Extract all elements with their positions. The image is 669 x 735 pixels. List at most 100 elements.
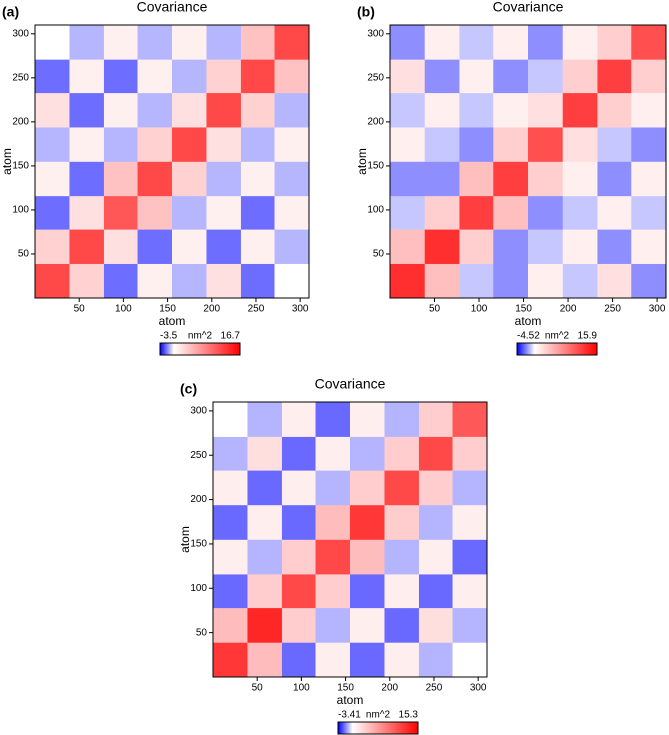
heat-cell <box>459 59 494 94</box>
heat-cell <box>631 92 667 128</box>
heat-cell <box>247 574 283 609</box>
heat-cell <box>103 92 138 128</box>
heat-cell <box>213 574 248 609</box>
heat-cell <box>452 436 488 471</box>
heat-cell <box>424 263 460 299</box>
heat-cell <box>274 25 310 60</box>
x-axis-label: atom <box>515 314 542 328</box>
x-tick-label: 50 <box>429 304 441 315</box>
heat-cell <box>562 92 598 128</box>
y-tick-label: 200 <box>367 117 384 128</box>
plot-frame <box>212 401 488 678</box>
x-tick-label: 150 <box>337 683 354 694</box>
panel-label: (b) <box>357 4 375 20</box>
heat-cell <box>247 642 283 678</box>
heat-cell <box>631 161 667 197</box>
heat-cell <box>240 195 275 230</box>
heat-cell <box>528 229 564 264</box>
heat-cell <box>459 229 494 264</box>
colorbar <box>516 342 598 356</box>
heat-cell <box>240 92 275 128</box>
y-tick-label: 250 <box>12 72 29 83</box>
x-tick-label: 50 <box>74 304 86 315</box>
heat-cell <box>172 161 207 197</box>
heat-cell <box>206 263 242 299</box>
heat-cell <box>528 195 564 230</box>
panel-title: Covariance <box>315 376 386 392</box>
heat-cell <box>247 402 283 437</box>
heat-cell <box>390 25 426 60</box>
heat-cell <box>493 263 529 299</box>
heat-cell <box>213 470 248 506</box>
colorbar-label: nm^2 <box>366 710 391 721</box>
heat-cell <box>274 263 310 299</box>
x-tick-label: 300 <box>649 304 666 315</box>
y-tick-label: 300 <box>12 28 29 39</box>
heat-cell <box>240 263 275 299</box>
x-tick-label: 200 <box>381 683 398 694</box>
x-axis-label: atom <box>337 693 364 707</box>
heat-cell <box>206 59 242 94</box>
heat-cell <box>350 642 385 678</box>
heat-cell <box>69 25 105 60</box>
y-tick-label: 100 <box>367 205 384 216</box>
heat-cell <box>69 92 105 128</box>
heat-cell <box>597 59 632 94</box>
heat-cell <box>528 263 564 299</box>
heat-cell <box>390 263 426 299</box>
y-tick-label: 50 <box>196 627 208 638</box>
y-tick-label: 150 <box>190 539 207 550</box>
heat-cell <box>424 195 460 230</box>
heat-cell <box>390 127 426 162</box>
heat-cell <box>281 402 316 437</box>
heat-cell <box>424 25 460 60</box>
heat-cell <box>597 161 632 197</box>
heat-cell <box>493 229 529 264</box>
x-tick-label: 100 <box>115 304 132 315</box>
heat-cell <box>528 25 564 60</box>
heat-cell <box>562 161 598 197</box>
heat-cell <box>631 229 667 264</box>
heat-cell <box>493 161 529 197</box>
heat-cell <box>424 161 460 197</box>
heat-cell <box>384 504 420 540</box>
heat-cell <box>213 504 248 540</box>
heat-cell <box>172 127 207 162</box>
heat-cell <box>274 229 310 264</box>
heat-cell <box>459 263 494 299</box>
heat-cell <box>206 161 242 197</box>
colorbar-min-label: -3.5 <box>160 331 178 342</box>
heat-cell <box>35 229 70 264</box>
heat-cell <box>452 402 488 437</box>
heat-cell <box>240 25 275 60</box>
heat-cell <box>384 574 420 609</box>
heat-cell <box>597 195 632 230</box>
heat-cell <box>274 92 310 128</box>
heat-cell <box>597 92 632 128</box>
heat-cell <box>424 229 460 264</box>
heat-cell <box>384 642 420 678</box>
heat-cell <box>172 195 207 230</box>
colorbar <box>337 721 419 735</box>
heat-cell <box>35 127 70 162</box>
colorbar-min-label: -4.52 <box>517 331 540 342</box>
heat-cell <box>384 402 420 437</box>
x-tick-label: 150 <box>515 304 532 315</box>
heat-cell <box>528 161 564 197</box>
heat-cell <box>247 539 283 575</box>
heat-cell <box>103 161 138 197</box>
heat-cell <box>206 25 242 60</box>
heat-cell <box>213 607 248 643</box>
heat-cell <box>315 539 351 575</box>
y-tick-label: 50 <box>18 249 30 260</box>
heat-cell <box>418 539 453 575</box>
heat-cell <box>274 195 310 230</box>
colorbar <box>159 342 241 356</box>
colorbar-min-label: -3.41 <box>338 710 361 721</box>
heat-cell <box>315 470 351 506</box>
heat-cell <box>384 436 420 471</box>
heat-cell <box>35 263 70 299</box>
heat-cell <box>631 263 667 299</box>
heat-cell <box>172 263 207 299</box>
